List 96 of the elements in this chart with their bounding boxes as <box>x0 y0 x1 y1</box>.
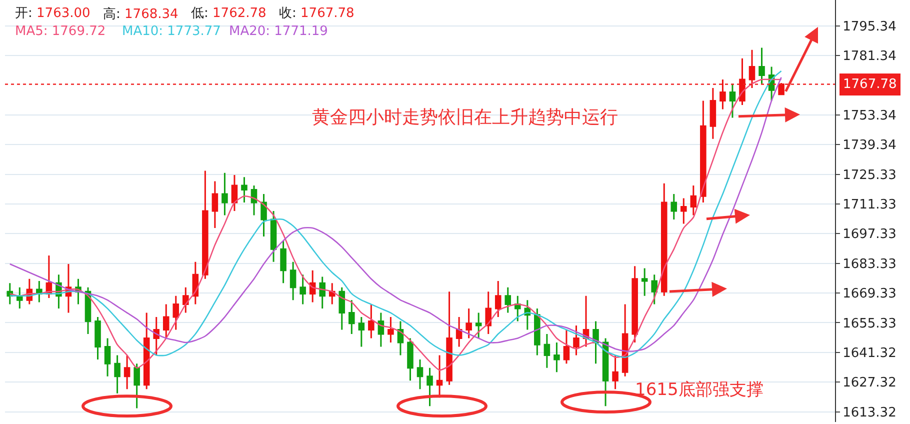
candlestick <box>729 83 736 118</box>
candlestick <box>319 276 326 310</box>
y-tick-label: 1613.32 <box>842 405 896 420</box>
candlestick <box>134 362 140 409</box>
candlestick <box>524 299 531 330</box>
candlestick <box>407 337 414 382</box>
candlestick <box>328 282 336 306</box>
text: MA5: 1769.72 <box>15 24 106 39</box>
candlestick <box>84 286 92 335</box>
candlestick <box>622 304 628 378</box>
candlestick <box>162 304 170 339</box>
candlestick <box>124 354 130 390</box>
y-tick-label: 1627.32 <box>842 376 896 391</box>
candlestick <box>388 316 394 344</box>
candlestick <box>778 82 784 96</box>
candlestick <box>368 304 374 339</box>
candlestick <box>16 286 23 310</box>
candlestick <box>46 254 52 299</box>
candlestick <box>660 182 668 297</box>
candlestick <box>212 180 218 229</box>
candlestick <box>153 316 160 356</box>
annotation: 高: 1768.34 <box>103 6 178 22</box>
candlestick <box>222 172 228 216</box>
candlestick <box>172 295 180 330</box>
candlestick <box>348 299 355 335</box>
candlestick <box>338 286 346 330</box>
y-tick-label: 1683.33 <box>842 256 896 272</box>
candlestick <box>202 170 208 280</box>
candlestick <box>563 329 570 364</box>
candlestick <box>710 87 716 140</box>
candlestick <box>182 286 189 314</box>
candlestick <box>739 58 746 106</box>
candlestick <box>554 342 560 373</box>
candlestick <box>582 295 590 348</box>
candlestick <box>504 286 512 314</box>
candlestick <box>378 312 384 348</box>
candlestick <box>260 193 267 238</box>
candlestick <box>290 261 296 301</box>
candlestick <box>748 49 756 89</box>
candlestick <box>300 274 306 306</box>
candlestick <box>758 46 765 85</box>
candlestick <box>612 354 618 390</box>
candlestick <box>466 308 472 339</box>
annotation: 低: 1762.78 <box>191 6 266 21</box>
candlestick <box>241 176 248 204</box>
candlestick <box>192 261 199 306</box>
candlestick <box>397 320 404 356</box>
candlestick <box>143 312 150 390</box>
candlestick <box>651 274 658 306</box>
candlestick <box>494 280 502 318</box>
candlestick <box>104 337 111 378</box>
candlestick <box>309 270 316 303</box>
candlestick <box>514 295 521 322</box>
candlestick <box>700 100 706 204</box>
candlestick <box>231 174 238 212</box>
annotation: 黄金四小时走势依旧在上升趋势中运行 <box>312 107 618 128</box>
candlestick <box>358 316 365 348</box>
y-tick-label: 1655.33 <box>842 316 896 332</box>
annotation: 收: 1767.78 <box>279 6 354 21</box>
text: MA20: 1771.19 <box>229 24 328 39</box>
candlestick <box>456 316 462 348</box>
candlestick <box>426 367 433 407</box>
candlestick <box>602 337 609 407</box>
candlestick <box>446 290 452 386</box>
candlestick <box>680 198 687 224</box>
y-tick-label: 1697.33 <box>842 227 896 242</box>
candlestick <box>592 320 599 364</box>
y-tick-label: 1781.34 <box>842 49 896 64</box>
annotation: 1615底部强支撑 <box>635 380 764 400</box>
y-tick-label: 1753.34 <box>842 108 896 124</box>
candlestick <box>573 324 580 356</box>
candlestick <box>534 308 540 356</box>
candlestick <box>36 280 42 303</box>
y-tick-label: 1739.34 <box>842 138 896 154</box>
candlestick <box>690 184 697 216</box>
annotation: 开: 1763.00 <box>15 6 90 21</box>
candlestick <box>632 265 638 344</box>
candlestick <box>720 78 726 110</box>
y-tick-label: 1795.34 <box>842 19 896 34</box>
candlestick <box>475 312 482 339</box>
candlestick <box>485 290 492 335</box>
candlestick <box>670 193 678 220</box>
candlestick <box>94 316 101 360</box>
candlestick <box>114 354 120 394</box>
candlestick <box>544 333 550 369</box>
candlestick <box>416 358 424 390</box>
y-tick-label: 1725.33 <box>842 168 896 183</box>
text: MA10: 1773.77 <box>122 24 221 39</box>
y-tick-label: 1669.33 <box>842 286 896 302</box>
candlestick <box>270 210 277 263</box>
ref-line-label: 1767.78 <box>843 77 897 92</box>
y-tick-label: 1641.32 <box>842 346 896 361</box>
candlestick <box>641 268 648 297</box>
candlestick <box>250 184 258 216</box>
y-tick-label: 1711.33 <box>842 197 896 212</box>
candlestick <box>280 240 286 284</box>
